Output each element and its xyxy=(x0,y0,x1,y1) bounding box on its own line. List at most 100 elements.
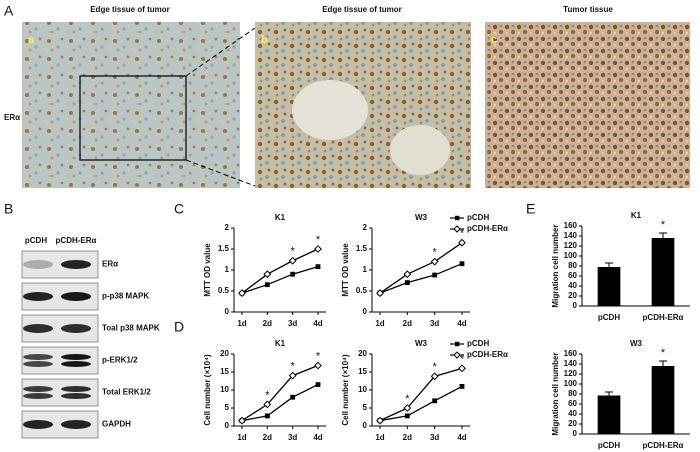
blot-band xyxy=(61,361,91,367)
y-tick-label: 80 xyxy=(568,389,577,398)
series-line xyxy=(241,384,319,422)
legend-marker xyxy=(453,225,461,233)
marker xyxy=(432,272,438,278)
western-blot xyxy=(21,250,99,439)
y-tick-label: 0 xyxy=(225,421,230,430)
image-title: Tumor tissue xyxy=(563,5,613,14)
x-tick-label: 4d xyxy=(457,433,466,442)
marker xyxy=(238,416,246,425)
y-axis-label: Cell number (×10⁴) xyxy=(341,354,350,426)
x-tick-label: 3d xyxy=(288,319,297,328)
significance-mark: * xyxy=(316,350,321,362)
y-tick-label: 140 xyxy=(564,231,578,240)
lane-label: pCDH-ERα xyxy=(56,236,97,245)
blot-band xyxy=(61,393,91,399)
chart-title: W3 xyxy=(630,339,643,348)
error-bar xyxy=(605,391,613,396)
marker xyxy=(314,361,322,370)
error-bar xyxy=(659,360,667,366)
marker xyxy=(288,371,297,380)
marker xyxy=(403,270,412,279)
y-tick-label: 2 xyxy=(363,223,368,232)
significance-mark: * xyxy=(661,219,666,231)
marker xyxy=(264,413,270,419)
marker xyxy=(403,404,412,412)
chart-title: K1 xyxy=(275,339,286,348)
panel-label: A xyxy=(4,3,14,19)
y-tick-label: 10 xyxy=(220,385,229,394)
band-label: Toal p38 MAPK xyxy=(102,324,160,333)
legend-label: pCDH-ERα xyxy=(467,224,508,233)
marker xyxy=(288,256,297,265)
y-tick-label: 1.5 xyxy=(218,244,230,253)
legend-label: pCDH-ERα xyxy=(467,350,508,359)
significance-mark: * xyxy=(433,247,438,259)
marker xyxy=(315,264,321,270)
image-title: Edge tissue of tumor xyxy=(90,5,170,14)
series-line xyxy=(379,385,463,422)
y-axis-label: Migration cell number xyxy=(551,224,560,307)
marker xyxy=(238,289,246,298)
x-tick-label: 4d xyxy=(313,319,322,328)
marker xyxy=(314,245,322,253)
band-label: Total ERK1/2 xyxy=(102,388,151,397)
y-tick-label: 1 xyxy=(225,265,230,274)
y-tick-label: 160 xyxy=(564,221,578,230)
y-tick-label: 60 xyxy=(568,271,577,280)
blot-band xyxy=(23,420,53,429)
x-tick-label: 4d xyxy=(457,319,466,328)
blot-band xyxy=(61,260,91,269)
x-tick-label: 3d xyxy=(288,433,297,442)
band-label: GAPDH xyxy=(102,420,131,429)
x-tick-label: 2d xyxy=(263,319,272,328)
y-tick-label: 40 xyxy=(568,281,577,290)
legend-label: pCDH xyxy=(467,213,489,222)
chart-title: W3 xyxy=(415,213,428,222)
error-bar xyxy=(659,232,667,238)
significance-mark: * xyxy=(291,361,296,373)
blot-strip xyxy=(21,346,99,375)
marker xyxy=(290,271,296,277)
y-tick-label: 20 xyxy=(220,349,229,358)
y-axis-label: Cell number (×10⁴) xyxy=(203,354,212,426)
blot-band xyxy=(23,361,53,367)
zoom-box xyxy=(79,75,187,161)
y-tick-label: 15 xyxy=(358,367,367,376)
legend-marker xyxy=(455,215,460,221)
marker xyxy=(263,270,272,279)
series-line xyxy=(379,367,463,422)
marker xyxy=(315,382,321,387)
significance-mark: * xyxy=(291,246,296,258)
y-tick-label: 160 xyxy=(564,349,578,358)
significance-mark: * xyxy=(316,234,321,246)
zoom-line xyxy=(185,27,256,77)
y-tick-label: 100 xyxy=(564,379,578,388)
marker xyxy=(430,257,439,266)
bar xyxy=(597,395,621,434)
x-tick-label: 3d xyxy=(430,319,439,328)
y-tick-label: 0 xyxy=(573,301,578,310)
x-tick-label: 2d xyxy=(263,433,272,442)
y-tick-label: 0 xyxy=(363,307,368,316)
y-tick-label: 80 xyxy=(568,261,577,270)
legend-marker xyxy=(453,351,461,359)
significance-mark: * xyxy=(460,353,465,365)
significance-mark: * xyxy=(661,347,666,359)
blot-band xyxy=(23,260,53,269)
blot-band xyxy=(23,354,53,360)
y-tick-label: 0 xyxy=(225,307,230,316)
chart-title: K1 xyxy=(275,213,286,222)
y-axis-label: Migration cell number xyxy=(551,352,560,435)
band-label: ERα xyxy=(102,260,118,269)
y-tick-label: 1.5 xyxy=(356,244,368,253)
y-tick-label: 20 xyxy=(568,291,577,300)
micrograph xyxy=(485,22,690,188)
y-tick-label: 1 xyxy=(363,265,368,274)
blot-band xyxy=(23,324,53,333)
x-tick-label: 1d xyxy=(375,433,384,442)
micrograph xyxy=(22,22,240,188)
y-tick-label: 120 xyxy=(564,241,578,250)
blot-band xyxy=(61,292,91,301)
panel-label: D xyxy=(174,319,184,335)
